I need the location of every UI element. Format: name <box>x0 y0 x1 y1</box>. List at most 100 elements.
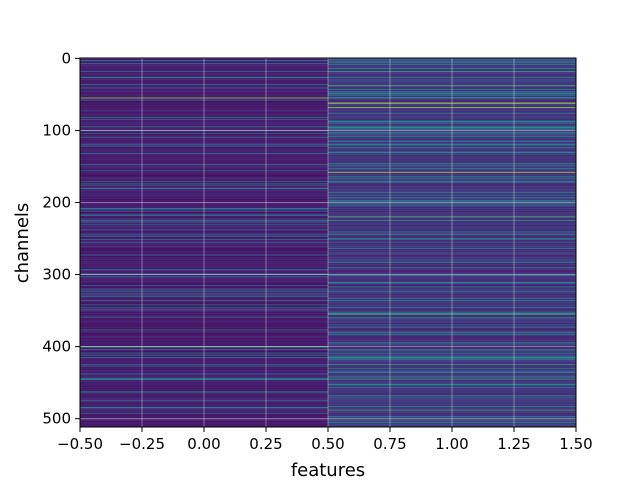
heatmap-cell <box>328 303 576 305</box>
heatmap-cell <box>328 380 576 382</box>
heatmap-cell <box>328 349 576 351</box>
heatmap-cell <box>328 149 576 151</box>
heatmap-cell <box>80 313 328 315</box>
heatmap-cell <box>80 310 328 312</box>
heatmap-cell <box>328 236 576 238</box>
heatmap-cell <box>328 94 576 96</box>
heatmap-cell <box>80 351 328 353</box>
heatmap-cell <box>328 344 576 346</box>
heatmap-cell <box>80 178 328 180</box>
heatmap-cell <box>80 281 328 283</box>
heatmap-cell <box>328 359 576 361</box>
heatmap-cell <box>80 268 328 270</box>
heatmap-cell <box>328 321 576 323</box>
heatmap-cell <box>328 282 576 284</box>
heatmap-cell <box>328 397 576 399</box>
heatmap-cell <box>328 127 576 129</box>
heatmap-cell <box>80 333 328 335</box>
heatmap-cell <box>80 295 328 297</box>
heatmap-cell <box>80 420 328 422</box>
heatmap-cell <box>80 226 328 228</box>
heatmap-cell <box>80 66 328 68</box>
heatmap-cell <box>328 231 576 233</box>
heatmap-cell <box>328 183 576 185</box>
heatmap-cell <box>328 78 576 80</box>
heatmap-cell <box>80 228 328 230</box>
heatmap-cell <box>328 83 576 85</box>
heatmap-cell <box>80 81 328 83</box>
heatmap-cell <box>328 204 576 206</box>
heatmap-cell <box>328 119 576 122</box>
heatmap-cell <box>80 122 328 124</box>
heatmap-cell <box>328 110 576 112</box>
heatmap-cell <box>328 121 576 123</box>
heatmap-cell <box>80 231 328 233</box>
heatmap-cell <box>80 271 328 273</box>
heatmap-cell <box>328 91 576 93</box>
heatmap-cell <box>80 418 328 420</box>
heatmap-cell <box>328 63 576 65</box>
heatmap-cell <box>80 165 328 167</box>
heatmap-cell <box>80 357 328 359</box>
heatmap-cell <box>80 122 328 124</box>
heatmap-cell <box>80 421 328 423</box>
heatmap-cell <box>80 135 328 137</box>
heatmap-cell <box>328 88 576 90</box>
heatmap-cell <box>328 114 576 116</box>
heatmap-cell <box>328 326 576 328</box>
heatmap-cell <box>328 277 576 279</box>
heatmap-cell <box>328 410 576 412</box>
heatmap-cell <box>328 223 576 225</box>
heatmap-cell <box>328 128 576 130</box>
heatmap-cell <box>328 139 576 141</box>
heatmap-cell <box>328 385 576 387</box>
heatmap-cell <box>328 248 576 251</box>
heatmap-cell <box>328 424 576 426</box>
heatmap-cell <box>80 300 328 302</box>
heatmap-cell <box>328 238 576 240</box>
heatmap-cell <box>328 60 576 62</box>
heatmap-cell <box>80 326 328 328</box>
heatmap-cell <box>80 339 328 341</box>
heatmap-cell <box>328 203 576 205</box>
heatmap-cell <box>80 277 328 279</box>
x-tick-label: 0.00 <box>187 435 220 453</box>
heatmap-cell <box>80 261 328 263</box>
heatmap-cell <box>328 259 576 261</box>
heatmap-cell <box>80 208 328 210</box>
heatmap-cell <box>328 334 576 336</box>
heatmap-cell <box>328 116 576 118</box>
heatmap-cell <box>80 393 328 395</box>
x-tick-label: −0.25 <box>119 435 165 453</box>
heatmap-cell <box>80 136 328 138</box>
heatmap-cell <box>328 340 576 342</box>
heatmap-cell <box>328 392 576 394</box>
heatmap-cell <box>80 140 328 142</box>
heatmap-cell <box>80 168 328 170</box>
heatmap-cell <box>80 115 328 117</box>
heatmap-cell <box>80 290 328 292</box>
heatmap-cell <box>80 244 328 246</box>
heatmap-cell <box>328 336 576 338</box>
heatmap-cell <box>328 333 576 335</box>
heatmap-cell <box>328 253 576 255</box>
heatmap-cell <box>80 364 328 366</box>
heatmap-cell <box>328 415 576 417</box>
heatmap-cell <box>80 318 328 320</box>
heatmap-cell <box>328 327 576 329</box>
heatmap-cell <box>80 403 328 405</box>
heatmap-cell <box>328 184 576 186</box>
heatmap-cell <box>80 334 328 336</box>
heatmap-cell <box>80 243 328 245</box>
heatmap-cell <box>80 125 328 127</box>
heatmap-cell <box>328 63 576 65</box>
heatmap-cell <box>328 350 576 352</box>
heatmap-cell <box>80 336 328 338</box>
heatmap-cell <box>80 255 328 257</box>
heatmap-cell <box>80 424 328 426</box>
heatmap-cell <box>80 335 328 337</box>
heatmap-cell <box>328 153 576 155</box>
heatmap-cell <box>80 184 328 186</box>
heatmap-cell <box>328 233 576 235</box>
heatmap-cell <box>80 296 328 298</box>
